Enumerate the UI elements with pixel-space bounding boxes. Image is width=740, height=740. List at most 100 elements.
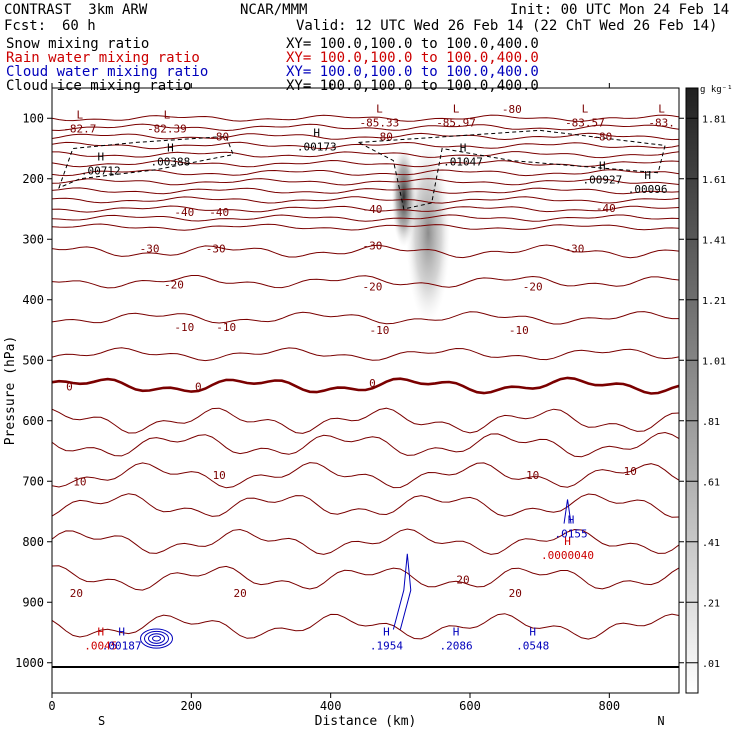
maximum-value: .1954 — [370, 640, 403, 653]
contour-label: -10 — [174, 321, 194, 334]
init-time: Init: 00 UTC Mon 24 Feb 14 — [510, 2, 730, 18]
xy-cloud-ice: XY= 100.0,100.0 to 100.0,400.0 — [286, 78, 539, 94]
temperature-contour — [52, 613, 679, 640]
minimum-marker: L — [453, 102, 460, 115]
contour-label: -40 — [363, 203, 383, 216]
temperature-contour — [52, 132, 679, 141]
forecast-label: Fcst: — [4, 18, 47, 34]
contour-label: -30 — [565, 242, 585, 255]
colorbar-tick-label: .81 — [702, 417, 720, 428]
cloud-water-contour — [392, 553, 412, 630]
x-tick-label: 0 — [48, 699, 55, 713]
temperature-contour — [52, 214, 679, 222]
y-tick-label: 900 — [22, 595, 44, 609]
temperature-contour — [52, 565, 679, 591]
y-tick-label: 400 — [22, 293, 44, 307]
minimum-value: -82.39 — [147, 122, 187, 135]
x-tick-label: 800 — [598, 699, 620, 713]
maximum-value: .01047 — [443, 156, 483, 169]
contour-label: -20 — [523, 280, 543, 293]
temperature-contour — [52, 407, 679, 434]
contour-label: 10 — [624, 465, 637, 478]
temperature-contour — [52, 205, 679, 213]
temperature-contour — [52, 462, 679, 489]
contour-label: -40 — [209, 206, 229, 219]
minimum-marker: L — [658, 102, 665, 115]
maximum-marker: H — [118, 626, 125, 639]
model-title: CONTRAST 3km ARW — [4, 2, 148, 18]
snow-contour — [58, 135, 234, 189]
contour-label: -40 — [596, 202, 616, 215]
colorbar-tick-label: .21 — [702, 598, 720, 609]
cloud-water-contour — [152, 635, 161, 642]
temperature-contour — [52, 275, 679, 289]
temperature-contour — [52, 493, 679, 518]
colorbar-tick-label: 1.81 — [702, 114, 726, 125]
x-tick-label: 600 — [459, 699, 481, 713]
x-endpoint-north: N — [657, 714, 664, 728]
xy-cloud-water: XY= 100.0,100.0 to 100.0,400.0 — [286, 64, 539, 80]
maximum-marker: H — [453, 626, 460, 639]
contour-label: 20 — [456, 573, 469, 586]
maximum-value: .00388 — [151, 156, 191, 169]
contour-label: 20 — [509, 587, 522, 600]
maximum-marker: H — [568, 514, 575, 527]
colorbar-tick-label: 1.21 — [702, 296, 726, 307]
colorbar-tick-label: .41 — [702, 538, 720, 549]
contour-label: -40 — [174, 206, 194, 219]
y-axis-label: Pressure (hPa) — [3, 336, 18, 446]
temperature-contour — [52, 311, 679, 325]
contour-label: 20 — [233, 587, 246, 600]
maximum-marker: H — [564, 535, 571, 548]
maximum-value: .2086 — [440, 640, 473, 653]
minimum-value: -85.97 — [436, 116, 476, 129]
maximum-marker: H — [97, 151, 104, 164]
field-rain-label: Rain water mixing ratio — [6, 50, 200, 66]
temperature-contour — [52, 178, 679, 186]
colorbar-tick-label: 1.41 — [702, 235, 726, 246]
minimum-marker: L — [582, 102, 589, 115]
contour-label: 10 — [526, 469, 539, 482]
maximum-value: .00096 — [628, 183, 668, 196]
temperature-contour — [52, 187, 679, 195]
temperature-contour — [52, 347, 679, 362]
y-tick-label: 800 — [22, 535, 44, 549]
y-tick-label: 200 — [22, 172, 44, 186]
cloud-water-contour — [144, 630, 169, 647]
contour-label: -20 — [363, 280, 383, 293]
maximum-marker: H — [313, 126, 320, 139]
contour-label: -20 — [164, 279, 184, 292]
maximum-value: .0000040 — [541, 549, 594, 562]
contour-label: 0 — [195, 380, 202, 393]
contour-label: 20 — [70, 587, 83, 600]
field-snow-label: Snow mixing ratio — [6, 36, 150, 52]
temperature-contour — [52, 223, 679, 231]
contour-label: -80 — [209, 130, 229, 143]
temperature-contour — [52, 114, 679, 122]
minimum-value: -83. — [648, 116, 675, 129]
maximum-marker: H — [167, 142, 174, 155]
cloud-water-contour — [140, 628, 173, 649]
contour-label: -10 — [216, 321, 236, 334]
maximum-marker: H — [529, 626, 536, 639]
plot-area: -80 -80 -80 -80 -40 -40 -40 -40 -30 -30 -30 -30 -20 -… — [52, 102, 679, 668]
xy-snow: XY= 100.0,100.0 to 100.0,400.0 — [286, 36, 539, 52]
y-tick-label: 700 — [22, 474, 44, 488]
contour-label: -80 — [592, 130, 612, 143]
maximum-marker: H — [97, 626, 104, 639]
x-axis-label: Distance (km) — [315, 714, 417, 729]
maximum-value: .0155 — [554, 528, 587, 541]
organization: NCAR/MMM — [240, 2, 308, 18]
maximum-value: .0045 — [84, 640, 117, 653]
temperature-contour — [52, 159, 679, 168]
colorbar-tick-label: 1.01 — [702, 356, 726, 367]
maximum-value: .0548 — [516, 640, 549, 653]
minimum-value: -85.33 — [360, 116, 400, 129]
colorbar: 1.81 1.61 1.41 1.21 1.01 .81 .61 .41 .21 .01 g kg⁻… — [685, 85, 733, 694]
minimum-value: -82.7 — [63, 122, 96, 135]
maximum-value: .00187 — [102, 640, 142, 653]
x-tick-label: 400 — [320, 699, 342, 713]
maximum-value: .00927 — [582, 174, 622, 187]
temperature-contour — [52, 141, 679, 150]
